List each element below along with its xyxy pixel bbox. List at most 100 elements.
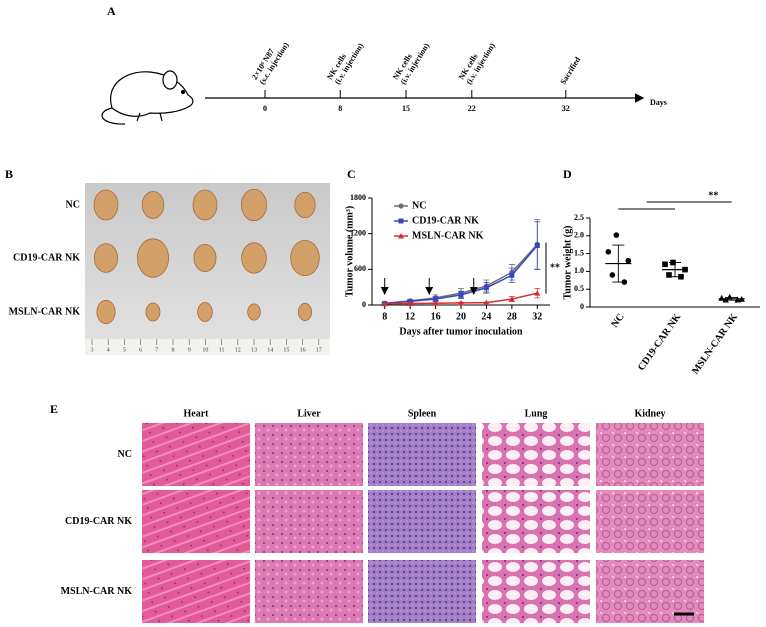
legend-marker	[398, 233, 404, 239]
data-point	[605, 249, 612, 255]
data-point	[508, 296, 515, 302]
y-tick-label: 0.5	[574, 284, 584, 293]
tumor	[145, 302, 161, 322]
y-tick-label: 0	[580, 302, 584, 311]
event-label: NK cells(i.v. injection)	[325, 41, 365, 86]
y-tick-label: 1.0	[574, 266, 584, 275]
day-label: 0	[263, 104, 267, 113]
significance-label: **	[550, 262, 560, 273]
column-header: Spleen	[408, 408, 437, 419]
ruler-number: 6	[139, 347, 142, 353]
event-label: NK cells(i.v. injection)	[391, 41, 431, 86]
row-label: CD19-CAR NK	[65, 516, 132, 527]
x-tick-label: 16	[431, 311, 441, 322]
tumor	[241, 242, 267, 274]
x-tick-label: CD19-CAR NK	[636, 312, 684, 373]
tumor	[247, 303, 261, 321]
histology-image	[596, 423, 704, 486]
y-tick-label: 0	[362, 300, 366, 309]
tumor	[192, 189, 218, 221]
event-label: NK cells(i.v. injection)	[457, 41, 497, 86]
legend-marker	[398, 203, 404, 209]
tumor	[141, 191, 165, 219]
row-label: CD19-CAR NK	[13, 252, 80, 263]
histology-image	[596, 490, 704, 553]
significance-label: **	[708, 190, 718, 201]
legend-marker	[398, 218, 404, 224]
data-point	[662, 261, 668, 268]
ruler-number: 3	[91, 347, 94, 353]
legend-label: NC	[412, 200, 426, 211]
data-point	[407, 300, 414, 307]
event-label: 2×10⁶ N87(s.c. injection)	[250, 40, 291, 86]
data-point	[509, 272, 515, 278]
column-header: Liver	[297, 408, 321, 419]
tumor	[294, 191, 316, 219]
histology-image	[482, 490, 590, 553]
event-text: Sacrified	[558, 55, 582, 86]
ruler-number: 10	[202, 347, 208, 353]
data-point	[433, 296, 439, 302]
row-label: MSLN-CAR NK	[61, 586, 133, 597]
event-label: Sacrified	[558, 55, 582, 86]
panel-label: B	[5, 167, 13, 181]
ruler-number: 5	[123, 347, 126, 353]
data-point	[458, 299, 464, 306]
ruler-number: 7	[155, 347, 158, 353]
data-point	[734, 296, 741, 303]
panel-label: D	[563, 167, 572, 181]
tumor	[93, 189, 119, 221]
tumor	[290, 239, 320, 276]
day-label: 32	[562, 104, 570, 113]
histology-image	[368, 490, 476, 553]
row-label: NC	[118, 449, 132, 460]
ruler	[85, 339, 330, 355]
data-point	[613, 232, 620, 238]
y-tick-label: 1800	[350, 193, 366, 202]
x-tick-label: 24	[481, 311, 491, 322]
tumor	[197, 302, 213, 322]
ruler-number: 4	[107, 347, 110, 353]
row-label: MSLN-CAR NK	[9, 306, 81, 317]
ruler-number: 11	[219, 347, 225, 353]
tumor	[96, 299, 116, 325]
histology-image	[482, 560, 590, 623]
histology-image	[142, 423, 250, 486]
tumor	[297, 303, 313, 321]
y-axis-label: Tumor weight (g)	[562, 226, 573, 300]
x-tick-label: 20	[456, 311, 466, 322]
ruler-number: 9	[188, 347, 191, 353]
data-point	[534, 243, 540, 249]
y-tick-label: 2.0	[574, 231, 584, 240]
day-label: 15	[402, 104, 410, 113]
ruler-number: 14	[267, 347, 273, 353]
x-tick-label: 32	[532, 311, 542, 322]
data-point	[483, 299, 490, 306]
histology-image	[255, 560, 363, 623]
histology-image	[255, 490, 363, 553]
histology-image	[482, 423, 590, 486]
y-tick-label: 2.5	[574, 213, 584, 222]
sd-whisker	[725, 296, 738, 301]
data-point	[381, 300, 388, 307]
y-tick-label: 1.5	[574, 248, 584, 257]
mouse-illustration	[101, 70, 194, 125]
tumor	[240, 188, 267, 222]
x-axis-label: Days after tumor inoculation	[399, 326, 523, 337]
data-point	[609, 272, 616, 278]
panel-label: A	[107, 4, 116, 18]
histology-image	[255, 423, 363, 486]
x-tick-label: 28	[507, 311, 517, 322]
column-header: Heart	[184, 408, 210, 419]
histology-image	[142, 560, 250, 623]
data-point	[625, 257, 632, 264]
y-axis-label: Tumor volume (mm³)	[344, 206, 355, 297]
column-header: Lung	[525, 408, 548, 419]
legend-label: CD19-CAR NK	[412, 215, 479, 226]
column-header: Kidney	[634, 408, 665, 419]
data-point	[666, 272, 672, 278]
data-point	[432, 300, 439, 306]
day-label: 22	[468, 104, 476, 113]
tumor	[136, 238, 169, 278]
